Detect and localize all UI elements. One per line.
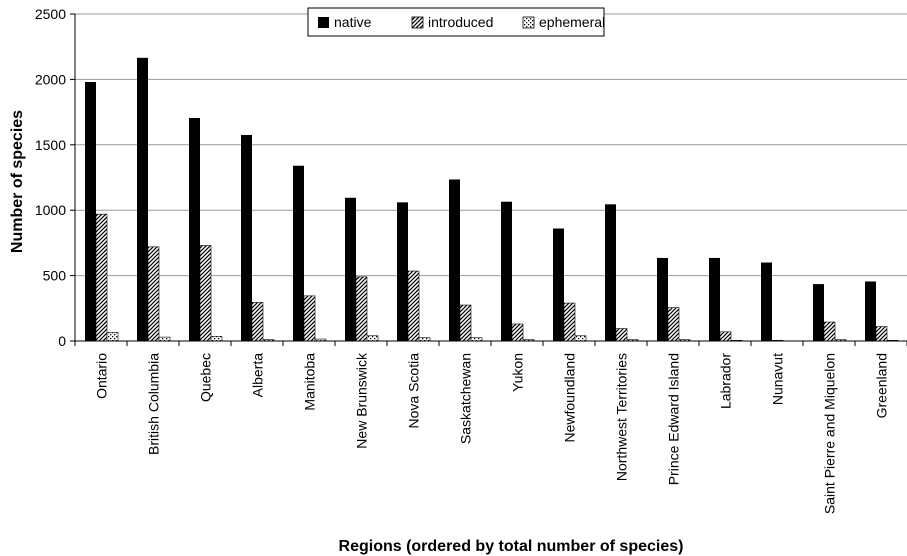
bar-introduced [147, 246, 160, 342]
x-tick-label: British Columbia [146, 353, 162, 455]
y-tick-label: 0 [58, 333, 66, 349]
bar-introduced [563, 302, 576, 342]
bar-ephemeral [574, 335, 587, 342]
bar-introduced [95, 213, 108, 342]
x-tick-label: Saskatchewan [458, 353, 474, 444]
legend-swatch-native [318, 17, 329, 28]
bar-introduced [199, 245, 212, 342]
y-tick-label: 500 [43, 268, 67, 284]
x-tick-label: Northwest Territories [614, 353, 630, 481]
bar-introduced [719, 331, 732, 342]
bar-native [85, 82, 96, 342]
y-tick-label: 2500 [35, 6, 66, 22]
bar-native [605, 204, 616, 341]
x-tick-label: Nova Scotia [406, 353, 422, 429]
x-tick-label: Manitoba [302, 353, 318, 411]
bar-introduced [875, 326, 888, 342]
bar-native [813, 284, 824, 341]
x-tick-label: Labrador [718, 353, 734, 409]
bar-native [293, 165, 304, 341]
bars [85, 57, 899, 342]
bar-introduced [667, 307, 680, 342]
bar-native [345, 197, 356, 341]
x-tick-label: Ontario [94, 353, 110, 399]
x-tick-label: Saint Pierre and Miquelon [822, 353, 838, 514]
legend-label-ephemeral: ephemeral [539, 14, 605, 30]
bar-native [657, 257, 668, 341]
bar-introduced [823, 321, 836, 342]
bar-introduced [615, 328, 628, 342]
bar-native [397, 202, 408, 341]
x-tick-label: New Brunswick [354, 352, 370, 449]
bar-ephemeral [106, 332, 119, 342]
bar-introduced [303, 295, 316, 342]
legend-box [307, 7, 605, 37]
x-tick-label: Nunavut [770, 353, 786, 405]
x-tick-label: Newfoundland [562, 353, 578, 443]
x-axis-title: Regions (ordered by total number of spec… [339, 538, 684, 555]
bar-ephemeral [366, 335, 379, 342]
bar-native [553, 228, 564, 341]
bar-native [709, 257, 720, 341]
bar-introduced [355, 276, 368, 342]
bar-native [189, 117, 200, 342]
legend-swatch-introduced [411, 16, 424, 29]
y-axis-title: Number of species [9, 110, 26, 253]
legend-label-introduced: introduced [428, 14, 493, 30]
x-tick-label: Greenland [874, 353, 890, 418]
bar-native [137, 57, 148, 342]
legend-swatch-ephemeral [522, 16, 535, 29]
y-tick-label: 2000 [35, 71, 66, 87]
bar-ephemeral [158, 336, 171, 342]
legend-label-native: native [334, 14, 372, 30]
x-tick-label: Prince Edward Island [666, 353, 682, 485]
bar-introduced [459, 304, 472, 342]
axes: 0 500 1000 1500 2000 2500 Ontario British Colum… [35, 6, 907, 514]
bar-introduced [407, 270, 420, 342]
bar-introduced [511, 323, 524, 342]
bar-native [241, 134, 252, 341]
bar-ephemeral [210, 336, 223, 342]
bar-native [501, 201, 512, 341]
x-tick-label: Quebec [198, 353, 214, 402]
y-tick-label: 1500 [35, 137, 66, 153]
bar-introduced [251, 302, 264, 342]
bar-native [449, 179, 460, 341]
bar-native [865, 281, 876, 341]
y-tick-label: 1000 [35, 202, 66, 218]
bar-native [761, 262, 772, 341]
x-tick-label: Alberta [250, 353, 266, 398]
legend: native introduced ephemeral [307, 7, 605, 37]
x-tick-label: Yukon [510, 353, 526, 392]
